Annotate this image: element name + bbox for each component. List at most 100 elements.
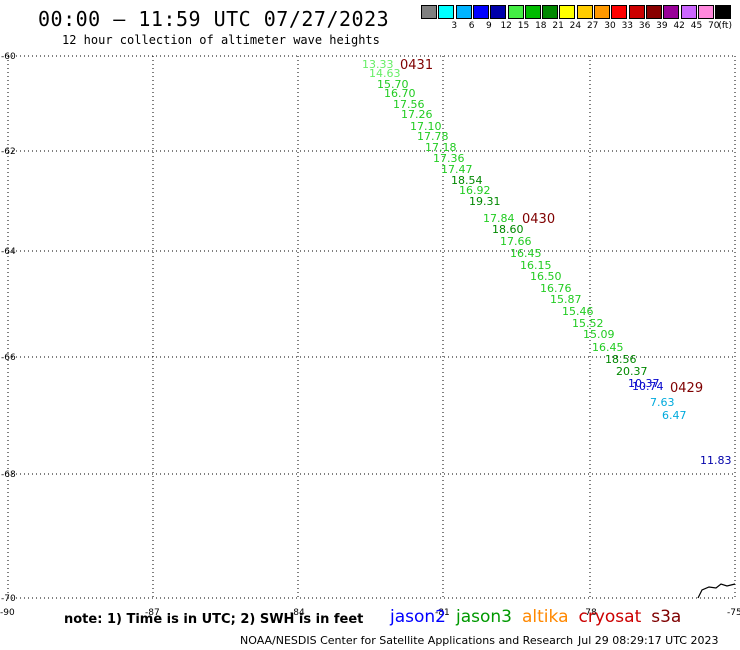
legend-label: 70 <box>708 21 720 31</box>
legend-swatch <box>697 5 714 19</box>
map-title: 00:00 – 11:59 UTC 07/27/2023 <box>38 7 390 31</box>
legend-label: 30 <box>604 21 616 31</box>
wave-height-point: 18.60 <box>492 223 524 236</box>
generated-timestamp: Jul 29 08:29:17 UTC 2023 <box>578 634 719 647</box>
satellite-altika: altika <box>522 607 569 627</box>
legend-label: 33 <box>621 21 634 31</box>
wave-height-point: 19.31 <box>469 195 501 208</box>
legend-label: 24 <box>569 21 582 31</box>
map-subtitle: 12 hour collection of altimeter wave hei… <box>62 33 380 47</box>
wave-height-point: 14.63 <box>369 67 401 80</box>
legend-label: 27 <box>586 21 599 31</box>
satellite-s3a: s3a <box>651 607 682 627</box>
legend-swatch <box>628 5 645 19</box>
wave-height-point: 17.36 <box>433 152 465 165</box>
wave-height-point: 11.83 <box>700 454 732 467</box>
wave-height-point: 17.10 <box>410 120 442 133</box>
longitude-label: -81 <box>435 608 450 618</box>
legend-unit: (ft) <box>718 21 732 31</box>
legend-label: 39 <box>656 21 668 31</box>
longitude-label: -78 <box>582 608 597 618</box>
legend-swatch <box>559 5 576 19</box>
legend-swatch <box>421 5 437 19</box>
pass-time-label: 0431 <box>400 58 433 73</box>
satellite-jason3: jason3 <box>456 607 512 627</box>
wave-height-point: 15.09 <box>583 328 615 341</box>
legend-label: 42 <box>673 21 685 31</box>
latitude-label: -66 <box>1 353 16 363</box>
legend-swatch <box>576 5 593 19</box>
wave-height-point: 7.63 <box>650 396 675 409</box>
wave-height-point: 18.56 <box>605 353 637 366</box>
wave-height-point: 18.54 <box>451 174 483 187</box>
latitude-labels: -60 -62 -64 -66 -68 -70 <box>1 52 16 604</box>
satellite-cryosat: cryosat <box>578 607 642 627</box>
wave-height-point: 13.33 <box>362 58 394 71</box>
legend-label: 9 <box>486 21 492 31</box>
legend-label: 21 <box>552 21 564 31</box>
wave-height-point: 17.18 <box>425 141 457 154</box>
longitude-label: -75 <box>727 608 740 618</box>
wave-height-point: 16.70 <box>384 87 416 100</box>
latitude-label: -70 <box>1 594 16 604</box>
wave-height-point: 16.92 <box>459 184 491 197</box>
wave-height-point: 10.74 <box>632 380 664 393</box>
legend-label: 12 <box>500 21 512 31</box>
latitude-label: -62 <box>1 147 16 157</box>
legend-swatch <box>524 5 541 19</box>
coastline <box>697 583 736 599</box>
wave-height-point: 16.50 <box>530 270 562 283</box>
latitude-label: -64 <box>1 247 16 257</box>
pass-time-label: 0429 <box>670 381 703 396</box>
wave-height-point: 17.78 <box>417 130 449 143</box>
wave-height-point: 15.52 <box>572 317 604 330</box>
legend-swatch <box>680 5 697 19</box>
legend-swatch <box>715 5 732 19</box>
pass-time-label: 0430 <box>522 212 555 227</box>
legend-swatch <box>663 5 680 19</box>
wave-height-point: 10.37 <box>628 377 660 390</box>
graticule <box>7 55 736 599</box>
wave-height-point: 17.56 <box>393 98 425 111</box>
pass-time-labels: 0431 0430 0429 <box>400 58 703 396</box>
wave-height-point: 6.47 <box>662 409 687 422</box>
satellite-jason2: jason2 <box>390 607 446 627</box>
wave-height-point: 16.45 <box>510 247 542 260</box>
legend-swatch <box>507 5 524 19</box>
legend-swatch <box>594 5 610 19</box>
wave-height-point: 17.84 <box>483 212 515 225</box>
legend-label: 45 <box>690 21 703 31</box>
legend-swatch <box>438 5 455 19</box>
wave-height-point: 16.76 <box>540 282 572 295</box>
longitude-labels: -90 -87 -84 -81 -78 -75 <box>0 608 740 618</box>
footer-note: note: 1) Time is in UTC; 2) SWH is in fe… <box>64 612 364 627</box>
legend-swatch <box>472 5 489 19</box>
legend-swatch <box>542 5 559 19</box>
wave-height-point: 15.87 <box>550 293 582 306</box>
latitude-label: -60 <box>1 52 16 62</box>
legend-label: 6 <box>468 21 475 31</box>
latitude-label: -68 <box>1 470 16 480</box>
wave-height-points: 13.3314.6315.7016.7017.5617.2617.1017.78… <box>362 58 732 467</box>
legend-swatch <box>645 5 662 19</box>
wave-height-point: 15.70 <box>377 78 409 91</box>
wave-height-point: 17.66 <box>500 235 532 248</box>
wave-height-point: 17.26 <box>401 108 433 121</box>
wave-height-point: 15.46 <box>562 305 594 318</box>
legend-swatch <box>455 5 472 19</box>
wave-height-point: 17.47 <box>441 163 473 176</box>
longitude-label: -87 <box>145 608 160 618</box>
satellite-legend: jason2 jason3 altika cryosat s3a <box>390 607 691 627</box>
legend-label: 36 <box>638 21 651 31</box>
longitude-label: -90 <box>0 608 15 618</box>
wave-height-point: 16.45 <box>592 341 624 354</box>
credit-line: NOAA/NESDIS Center for Satellite Applica… <box>240 634 574 647</box>
coastline-segment <box>697 583 736 599</box>
wave-height-point: 16.15 <box>520 259 552 272</box>
legend-label: 18 <box>535 21 547 31</box>
wave-height-point: 20.37 <box>616 365 648 378</box>
legend-label: 3 <box>451 21 458 31</box>
legend-swatch <box>611 5 628 19</box>
legend-swatch <box>490 5 507 19</box>
